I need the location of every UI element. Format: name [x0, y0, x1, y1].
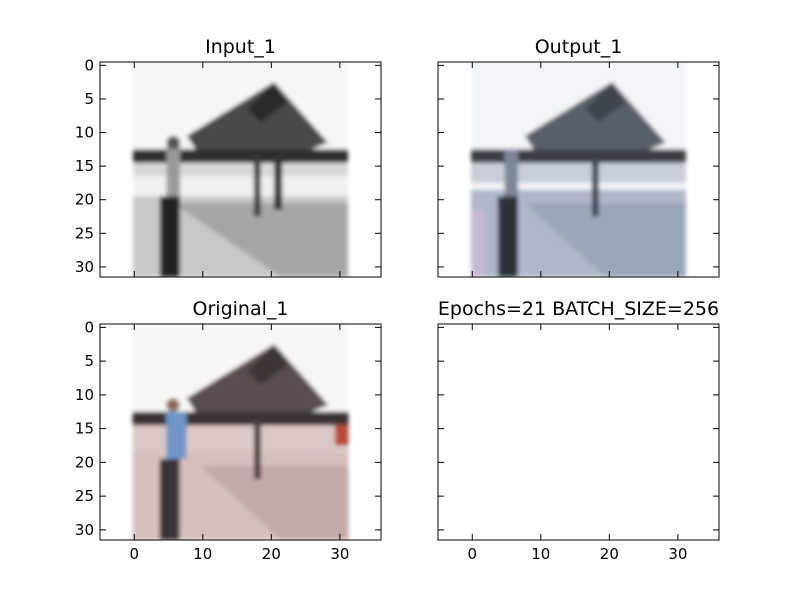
ytick-label: 0: [84, 318, 94, 336]
panel-title: Input_1: [205, 36, 276, 58]
xtick-label: 0: [129, 545, 139, 563]
image-2: [470, 62, 686, 277]
ytick-label: 15: [75, 420, 94, 438]
ytick-label: 10: [75, 386, 94, 404]
xtick-label: 0: [467, 545, 477, 563]
ytick-label: 5: [84, 352, 94, 370]
image-area-3: [132, 324, 349, 540]
image-area-2: [470, 62, 686, 277]
subplot-4: Epochs=21 BATCH_SIZE=256 0 10 20 30: [437, 298, 720, 563]
ytick-label: 25: [75, 224, 94, 242]
panel-title: Output_1: [535, 36, 623, 58]
ytick-label: 20: [75, 191, 94, 209]
xtick-label: 20: [600, 545, 619, 563]
subplot-3: Original_1 0 5 10 15 20 25 30 0 10 20 30: [75, 298, 382, 563]
image-3: [132, 324, 349, 540]
axes-frame: [437, 323, 720, 541]
panel-title: Epochs=21 BATCH_SIZE=256: [438, 298, 719, 320]
xtick-label: 10: [531, 545, 550, 563]
ytick-label: 0: [84, 56, 94, 74]
xtick-label: 10: [193, 545, 212, 563]
ytick-label: 5: [84, 90, 94, 108]
ytick-label: 10: [75, 124, 94, 142]
ytick-label: 30: [75, 521, 94, 539]
ytick-label: 30: [75, 258, 94, 276]
xtick-label: 30: [668, 545, 687, 563]
ytick-label: 15: [75, 157, 94, 175]
subplot-1: Input_1 0 5 10 15 20 25 30: [75, 36, 382, 278]
axes-frame: [99, 61, 382, 278]
ytick-label: 20: [75, 453, 94, 471]
ytick-label: 25: [75, 487, 94, 505]
image-1: [132, 62, 348, 277]
xtick-label: 30: [330, 545, 349, 563]
axes-frame: [99, 323, 382, 541]
image-area-1: [132, 62, 348, 277]
subplot-2: Output_1: [437, 36, 720, 278]
xtick-label: 20: [262, 545, 281, 563]
panel-title: Original_1: [193, 298, 289, 320]
axes-frame: [437, 61, 720, 278]
